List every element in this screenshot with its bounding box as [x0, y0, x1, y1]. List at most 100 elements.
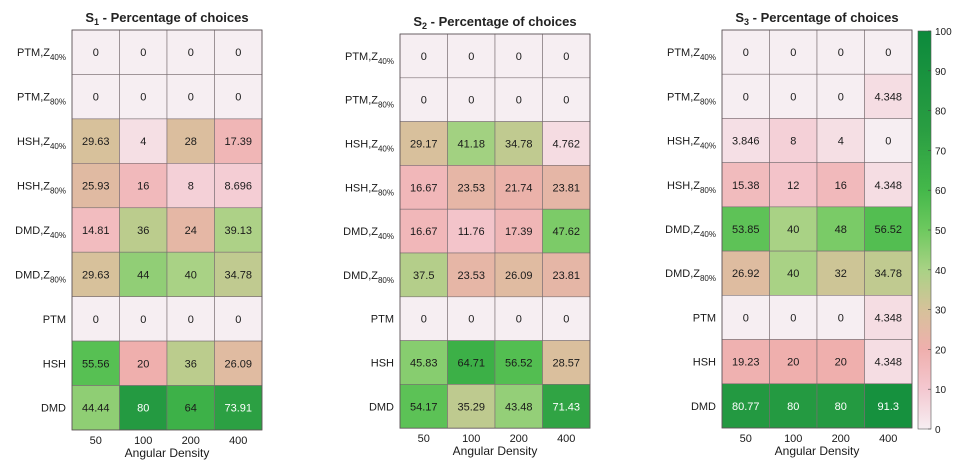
heatmap-cell	[119, 163, 168, 209]
heatmap-frame	[71, 29, 263, 431]
x-tick-label: 50	[418, 433, 430, 445]
heatmap-cell	[864, 206, 913, 252]
heatmap-cell	[494, 165, 543, 210]
heatmap-cell	[166, 251, 215, 297]
heatmap-cell	[71, 29, 120, 75]
colorbar-tick-label: 20	[935, 345, 947, 356]
heatmap-cell	[769, 295, 818, 340]
row-tick-label: PTM,Z40%	[17, 47, 66, 62]
cell-value-label: 0	[516, 51, 522, 63]
x-tick-label: 100	[784, 433, 802, 445]
heatmap-cell	[721, 383, 770, 429]
cell-value-label: 91.3	[878, 401, 899, 413]
cell-value-label: 34.78	[224, 269, 252, 281]
heatmap-cell	[119, 118, 168, 164]
cell-value-label: 17.39	[224, 136, 252, 148]
cell-value-label: 0	[838, 47, 844, 59]
cell-value-label: 0	[563, 51, 569, 63]
panel-title: S3 - Percentage of choices	[735, 10, 898, 27]
heatmap-cell	[864, 295, 913, 340]
row-tick-label: HSH,Z40%	[17, 136, 66, 151]
cell-value-label: 80.77	[732, 401, 760, 413]
cell-value-label: 0	[468, 51, 474, 63]
heatmap-cell	[119, 251, 168, 297]
heatmap-cell	[542, 208, 591, 254]
heatmap-cell	[721, 118, 770, 163]
heatmap-cell	[721, 162, 770, 208]
heatmap-cell	[816, 339, 865, 385]
x-tick-label: 100	[134, 435, 152, 447]
heatmap-cell	[494, 121, 543, 166]
x-tick-label: 400	[557, 433, 575, 445]
cell-value-label: 21.74	[505, 182, 533, 194]
cell-value-label: 3.846	[732, 136, 760, 148]
heatmap-cell	[721, 206, 770, 252]
cell-value-label: 54.17	[410, 401, 438, 413]
x-axis-label: Angular Density	[453, 444, 538, 458]
row-tick-label: DMD,Z40%	[665, 224, 716, 239]
cell-value-label: 0	[235, 47, 241, 59]
cell-value-label: 0	[421, 95, 427, 107]
heatmap-cell	[864, 29, 913, 75]
heatmap-cell	[816, 29, 865, 75]
cell-value-label: 4.348	[874, 357, 902, 369]
cell-value-label: 0	[516, 314, 522, 326]
cell-value-label: 40	[787, 268, 799, 280]
cell-value-label: 39.13	[224, 225, 252, 237]
cell-value-label: 47.62	[552, 226, 580, 238]
heatmap-cell	[399, 252, 448, 298]
x-tick-label: 200	[182, 435, 200, 447]
heatmap-cell	[769, 339, 818, 385]
row-tick-label: DMD,Z80%	[15, 269, 66, 284]
heatmap-cell	[769, 118, 818, 163]
x-tick-label: 50	[740, 433, 752, 445]
heatmap-cell	[494, 33, 543, 79]
heatmap-cell	[166, 207, 215, 253]
heatmap-cell	[816, 73, 865, 119]
heatmap-cell	[769, 250, 818, 296]
cell-value-label: 0	[468, 314, 474, 326]
cell-value-label: 64	[185, 403, 197, 415]
cell-value-label: 44	[137, 269, 149, 281]
cell-value-label: 80	[137, 403, 149, 415]
cell-value-label: 0	[743, 312, 749, 324]
cell-value-label: 0	[140, 314, 146, 326]
cell-value-label: 17.39	[505, 226, 533, 238]
cell-value-label: 0	[93, 92, 99, 104]
cell-value-label: 34.78	[505, 139, 533, 151]
cell-value-label: 4.348	[874, 91, 902, 103]
cell-value-label: 0	[743, 91, 749, 103]
x-tick-label: 100	[462, 433, 480, 445]
cell-value-label: 16.67	[410, 226, 438, 238]
colorbar-tick-label: 40	[935, 266, 947, 277]
cell-value-label: 0	[235, 314, 241, 326]
cell-value-label: 4.348	[874, 180, 902, 192]
cell-value-label: 11.76	[458, 226, 485, 238]
cell-value-label: 0	[140, 47, 146, 59]
heatmap-panel-3: S3 - Percentage of choices 0 0 0 0 0 0 0 4.348 3.…	[665, 10, 913, 458]
cell-value-label: 26.09	[505, 270, 533, 282]
heatmap-cell	[214, 163, 263, 209]
row-tick-label: DMD,Z40%	[343, 226, 394, 241]
heatmap-cell	[769, 73, 818, 119]
heatmap-cell	[447, 384, 496, 429]
heatmap-frame	[721, 29, 913, 429]
cell-value-label: 14.81	[82, 225, 110, 237]
cell-value-label: 0	[563, 95, 569, 107]
heatmap-cell	[816, 118, 865, 163]
cell-value-label: 16	[835, 180, 847, 192]
row-tick-label: HSH	[43, 358, 66, 370]
colorbar-tick-label: 100	[935, 27, 952, 38]
heatmap-panel-1: S1 - Percentage of choices 0 0 0 0 0 0 0 0 29.63 4…	[15, 10, 263, 460]
heatmap-cell	[214, 207, 263, 253]
row-tick-label: PTM,Z80%	[667, 91, 716, 106]
heatmap-cell	[214, 118, 263, 164]
heatmap-cell	[214, 385, 263, 431]
x-tick-label: 200	[510, 433, 528, 445]
cell-value-label: 20	[787, 357, 799, 369]
cell-value-label: 15.38	[732, 180, 760, 192]
cell-value-label: 23.81	[552, 270, 580, 282]
cell-value-label: 0	[140, 92, 146, 104]
heatmap-cell	[494, 340, 543, 385]
cell-value-label: 28	[185, 136, 197, 148]
